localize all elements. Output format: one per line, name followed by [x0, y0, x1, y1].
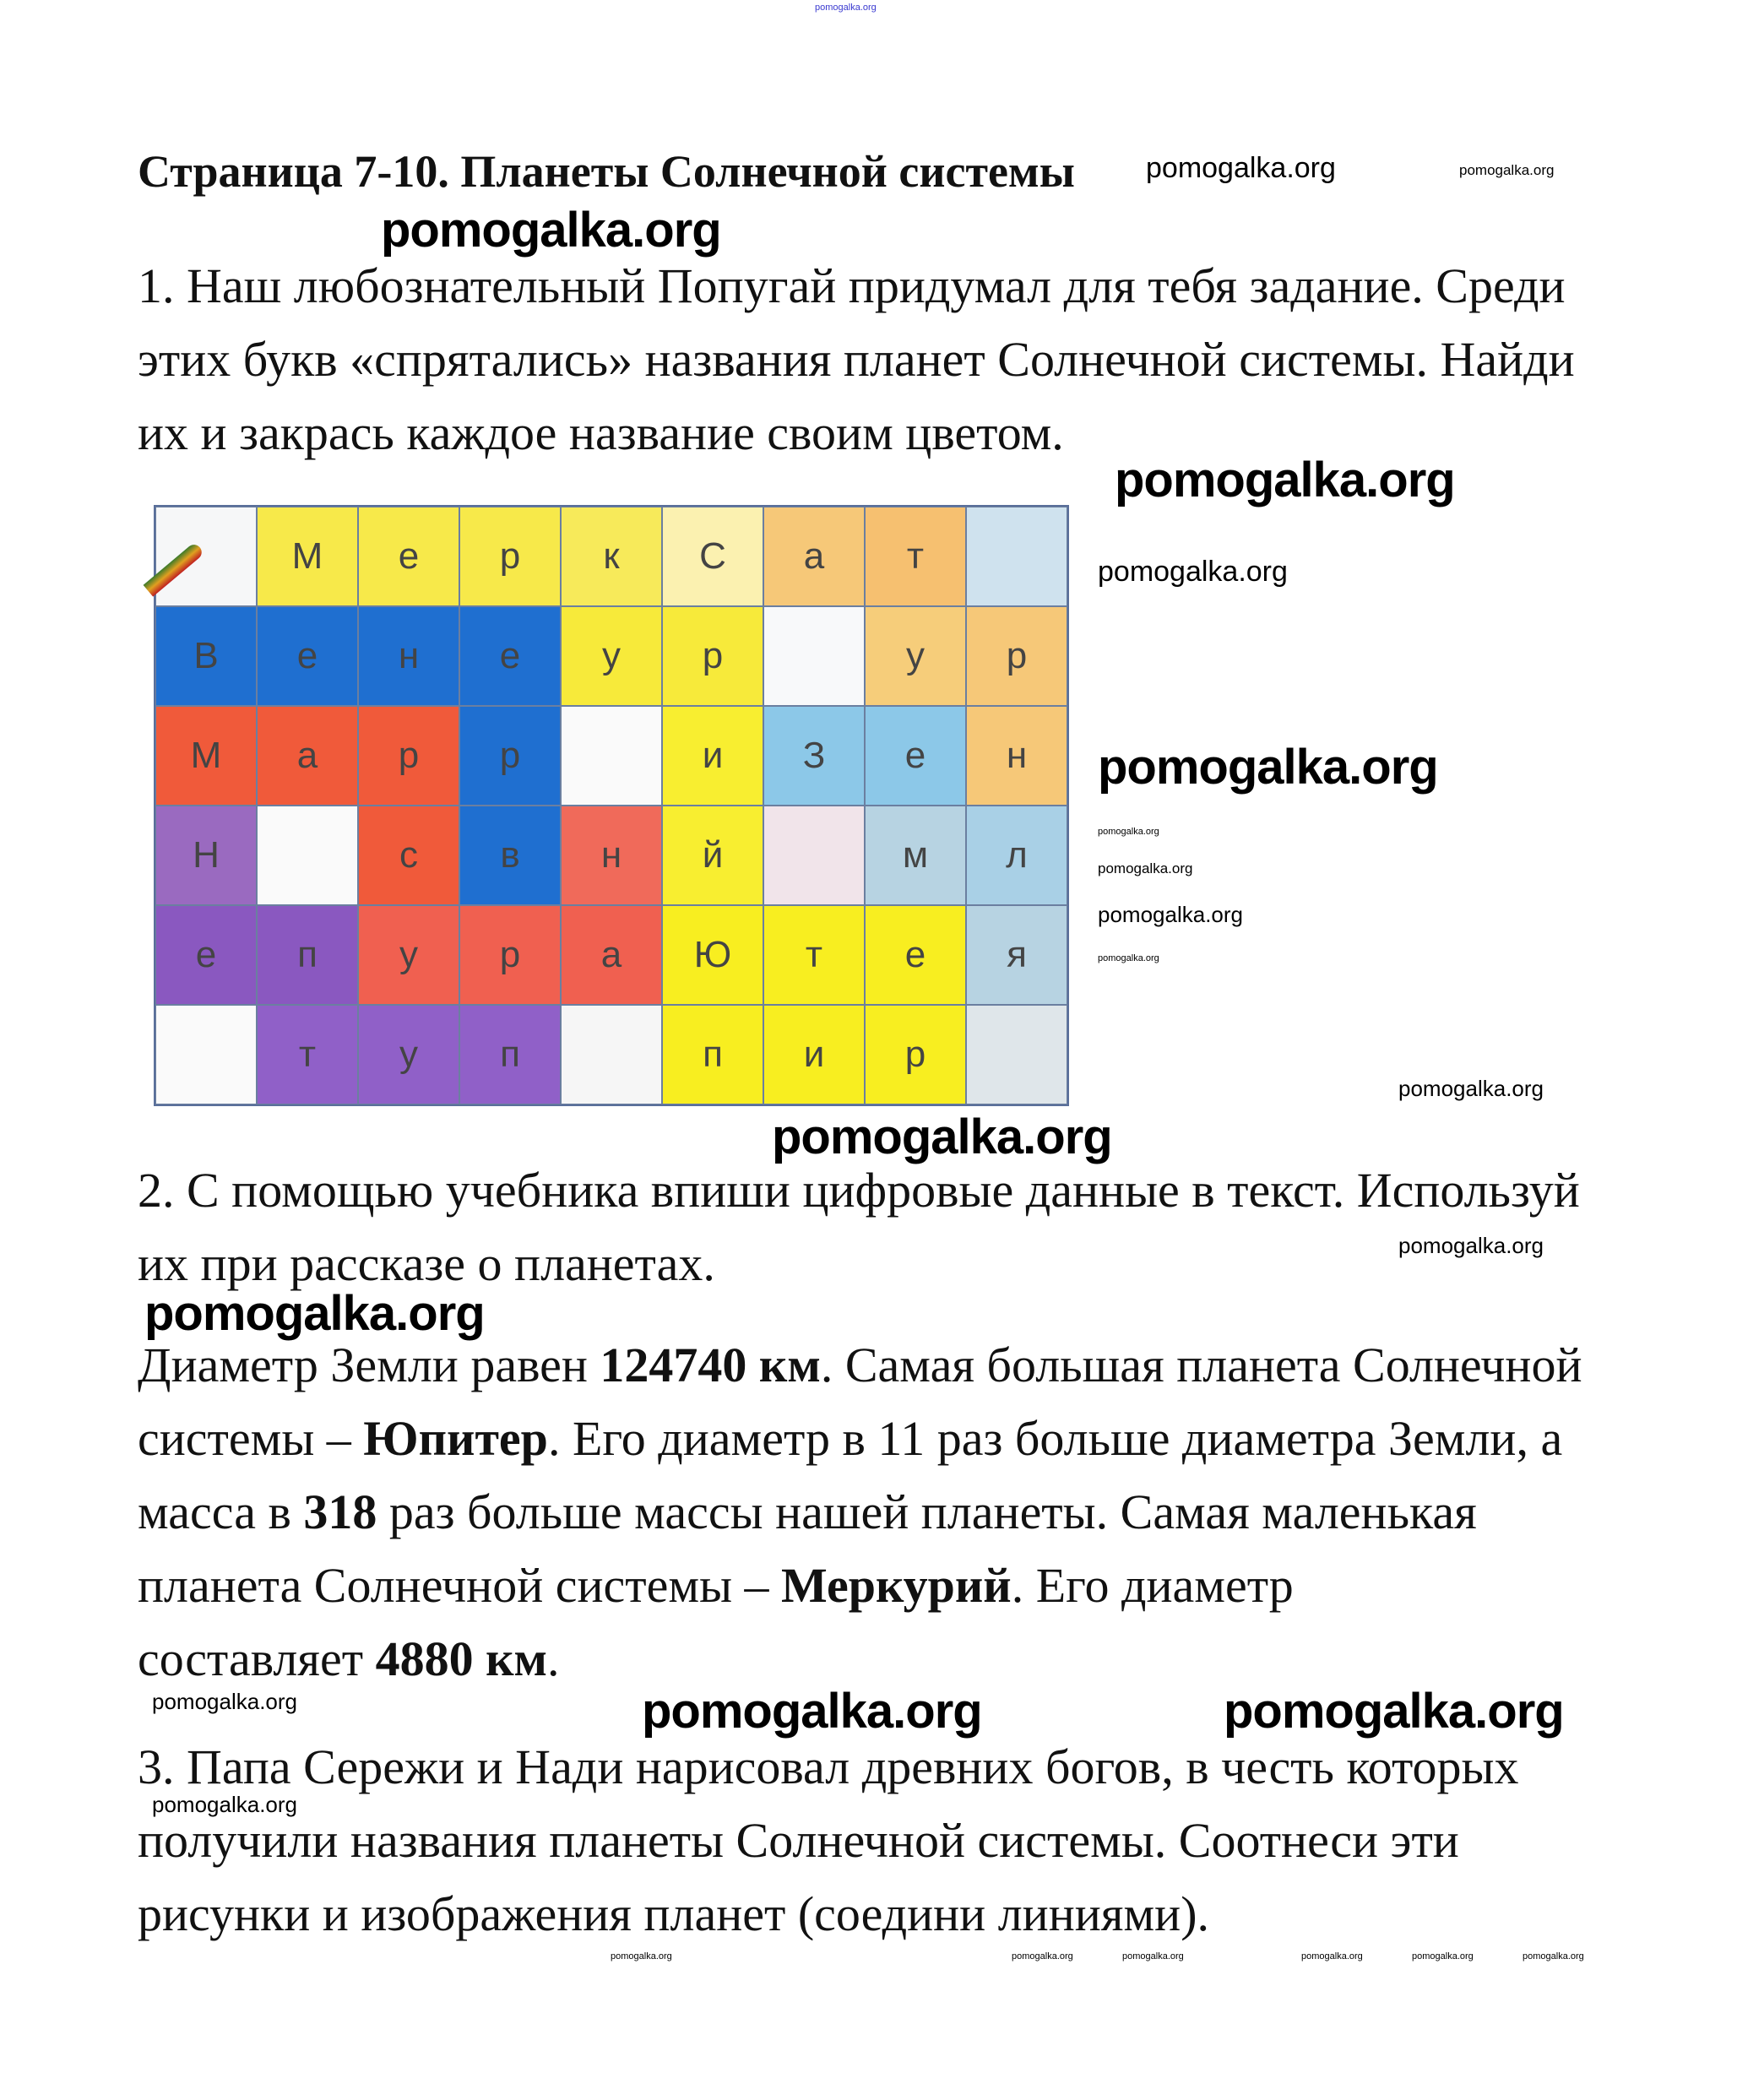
- task3-line: получили названия планеты Солнечной сист…: [138, 1813, 1459, 1868]
- grid-cell: н: [966, 706, 1067, 806]
- grid-cell: л: [966, 806, 1067, 905]
- grid-cell: Ю: [662, 905, 763, 1005]
- task1-line: 1. Наш любознательный Попугай придумал д…: [138, 258, 1566, 313]
- text-line: планета Солнечной системы – Меркурий. Ег…: [138, 1558, 1294, 1613]
- grid-cell: у: [561, 606, 662, 706]
- grid-cell: е: [459, 606, 561, 706]
- grid-cell: т: [257, 1005, 358, 1104]
- grid-cell: я: [966, 905, 1067, 1005]
- grid-cell: п: [662, 1005, 763, 1104]
- grid-cell: у: [865, 606, 966, 706]
- watermark: pomogalka.org: [144, 1286, 486, 1341]
- text-line: системы – Юпитер. Его диаметр в 11 раз б…: [138, 1411, 1563, 1466]
- text-line: масса в 318 раз больше массы нашей плане…: [138, 1484, 1477, 1539]
- watermark: pomogalka.org: [1098, 556, 1288, 588]
- grid-cell: [561, 1005, 662, 1104]
- watermark: pomogalka.org: [152, 1689, 297, 1714]
- header-watermark[interactable]: pomogalka.org: [815, 3, 877, 13]
- watermark: pomogalka.org: [1398, 1233, 1544, 1258]
- grid-cell: е: [257, 606, 358, 706]
- grid-cell: т: [763, 905, 865, 1005]
- watermark: pomogalka.org: [1098, 740, 1439, 795]
- grid-cell: и: [763, 1005, 865, 1104]
- grid-cell: у: [358, 1005, 459, 1104]
- task3-line: 3. Папа Сережи и Нади нарисовал древних …: [138, 1739, 1519, 1794]
- grid-cell: р: [459, 507, 561, 606]
- grid-cell: [763, 606, 865, 706]
- grid-cell: н: [358, 606, 459, 706]
- watermark: pomogalka.org: [1115, 453, 1456, 507]
- grid-cell: в: [459, 806, 561, 905]
- watermark: pomogalka.org: [1098, 953, 1159, 963]
- grid-cell: Н: [155, 806, 257, 905]
- grid-cell: С: [662, 507, 763, 606]
- grid-cell: н: [561, 806, 662, 905]
- text-line: составляет 4880 км.: [138, 1631, 560, 1686]
- watermark: pomogalka.org: [1459, 162, 1555, 178]
- watermark: pomogalka.org: [1301, 1951, 1363, 1962]
- watermark: pomogalka.org: [381, 203, 722, 258]
- grid-cell: е: [865, 905, 966, 1005]
- watermark: pomogalka.org: [1098, 902, 1243, 927]
- grid-cell: е: [155, 905, 257, 1005]
- watermark: pomogalka.org: [1098, 827, 1159, 837]
- grid-cell: у: [358, 905, 459, 1005]
- grid-cell: [155, 1005, 257, 1104]
- grid-cell: а: [561, 905, 662, 1005]
- grid-cell: е: [358, 507, 459, 606]
- grid-cell: [155, 507, 257, 606]
- task1-line: их и закрась каждое название своим цвето…: [138, 405, 1064, 460]
- task1-line: этих букв «спрятались» названия планет С…: [138, 332, 1575, 387]
- grid-cell: [966, 1005, 1067, 1104]
- grid-cell: р: [966, 606, 1067, 706]
- task2-line: их при рассказе о планетах.: [138, 1236, 715, 1291]
- watermark: pomogalka.org: [1224, 1684, 1565, 1739]
- grid-cell: к: [561, 507, 662, 606]
- watermark: pomogalka.org: [1412, 1951, 1474, 1962]
- watermark: pomogalka.org: [1146, 152, 1336, 184]
- watermark: pomogalka.org: [1012, 1951, 1073, 1962]
- grid-cell: р: [662, 606, 763, 706]
- task2-line: 2. С помощью учебника впиши цифровые дан…: [138, 1163, 1580, 1218]
- grid-cell: а: [763, 507, 865, 606]
- grid-cell: р: [865, 1005, 966, 1104]
- text-line: Диаметр Земли равен 124740 км. Самая бол…: [138, 1338, 1582, 1392]
- page-title: Страница 7-10. Планеты Солнечной системы: [138, 146, 1075, 197]
- grid-cell: [763, 806, 865, 905]
- task3-line: рисунки и изображения планет (соедини ли…: [138, 1886, 1210, 1941]
- grid-cell: р: [459, 905, 561, 1005]
- watermark: pomogalka.org: [1098, 860, 1193, 876]
- grid-cell: [966, 507, 1067, 606]
- grid-cell: а: [257, 706, 358, 806]
- watermark: pomogalka.org: [611, 1951, 672, 1962]
- grid-cell: р: [358, 706, 459, 806]
- watermark: pomogalka.org: [642, 1684, 983, 1739]
- grid-cell: [257, 806, 358, 905]
- watermark: pomogalka.org: [1398, 1076, 1544, 1101]
- grid-cell: З: [763, 706, 865, 806]
- grid-cell: п: [459, 1005, 561, 1104]
- grid-cell: е: [865, 706, 966, 806]
- grid-cell: м: [865, 806, 966, 905]
- watermark: pomogalka.org: [152, 1792, 297, 1817]
- grid-cell: т: [865, 507, 966, 606]
- watermark: pomogalka.org: [1523, 1951, 1584, 1962]
- grid-cell: В: [155, 606, 257, 706]
- grid-cell: и: [662, 706, 763, 806]
- grid-cell: М: [155, 706, 257, 806]
- grid-cell: [561, 706, 662, 806]
- watermark: pomogalka.org: [1122, 1951, 1184, 1962]
- watermark: pomogalka.org: [772, 1110, 1113, 1164]
- grid-cell: р: [459, 706, 561, 806]
- grid-cell: М: [257, 507, 358, 606]
- grid-cell: с: [358, 806, 459, 905]
- grid-cell: й: [662, 806, 763, 905]
- grid-cell: п: [257, 905, 358, 1005]
